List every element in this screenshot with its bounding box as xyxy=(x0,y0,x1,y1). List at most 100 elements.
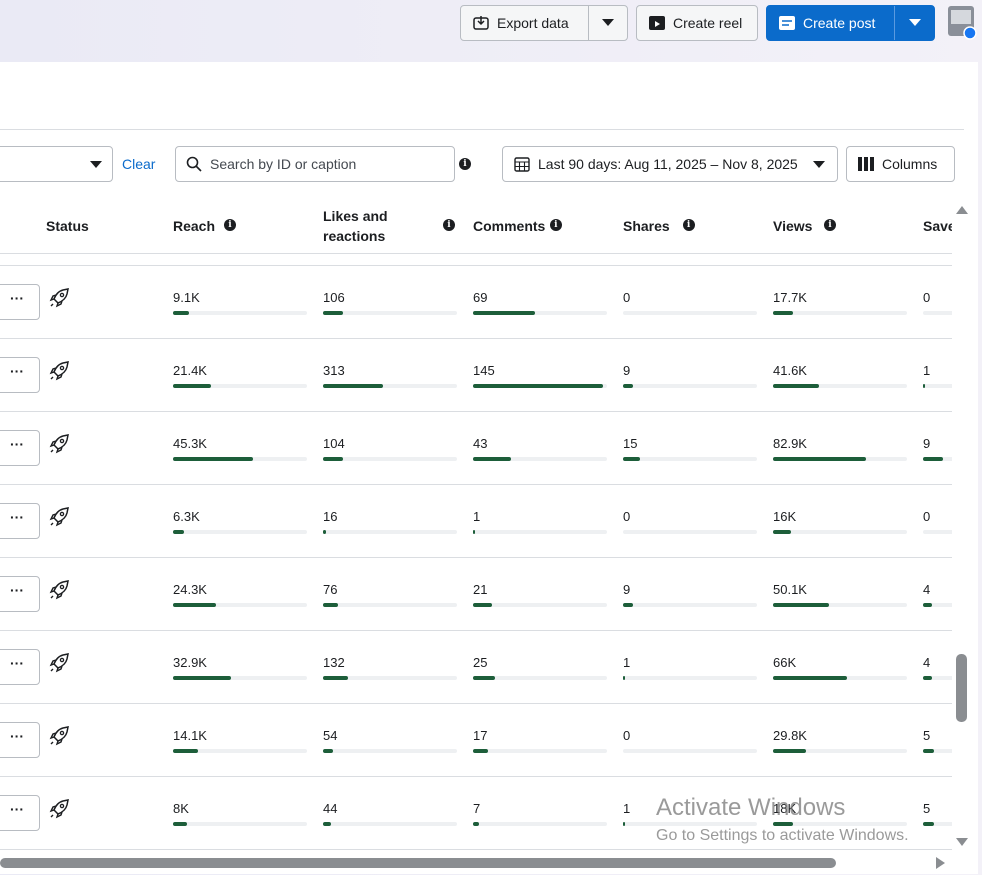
metric-value: 17.7K xyxy=(773,290,807,305)
metric-value: 29.8K xyxy=(773,728,807,743)
metric-value: 45.3K xyxy=(173,436,207,451)
bar-fill xyxy=(623,603,634,607)
bar-fill xyxy=(173,749,198,753)
metric-value: 4 xyxy=(923,582,931,597)
metric-value: 24.3K xyxy=(173,582,207,597)
bar-fill xyxy=(923,822,935,826)
bar-track xyxy=(773,603,907,607)
bar-track xyxy=(623,530,757,534)
more-button[interactable]: ··· xyxy=(0,722,40,758)
export-button[interactable]: Export data xyxy=(460,5,628,41)
column-header: Likes and reactions xyxy=(323,208,388,244)
search-input[interactable]: Search by ID or caption xyxy=(175,146,455,182)
header-divider xyxy=(0,265,952,266)
clear-link[interactable]: Clear xyxy=(122,156,156,172)
metric-value: 21 xyxy=(473,582,488,597)
columns-button[interactable]: Columns xyxy=(846,146,955,182)
boost-icon[interactable] xyxy=(48,506,70,528)
export-caret[interactable] xyxy=(602,19,614,27)
horizontal-scrollbar[interactable] xyxy=(0,856,952,870)
info-icon[interactable]: i xyxy=(224,219,236,231)
bar-track xyxy=(773,457,907,461)
bar-track xyxy=(473,749,607,753)
bar-track xyxy=(173,822,307,826)
boost-icon[interactable] xyxy=(48,579,70,601)
bar-fill xyxy=(323,384,383,388)
row-divider xyxy=(0,630,952,631)
row-divider xyxy=(0,849,952,850)
bar-fill xyxy=(773,749,807,753)
bar-fill xyxy=(473,603,492,607)
post-caret[interactable] xyxy=(909,19,921,27)
info-icon[interactable]: i xyxy=(443,219,455,231)
bar-track xyxy=(173,603,307,607)
metric-value: 0 xyxy=(623,509,631,524)
bar-fill xyxy=(173,384,211,388)
export-icon xyxy=(473,16,489,30)
more-button[interactable]: ··· xyxy=(0,503,40,539)
date-range[interactable]: Last 90 days: Aug 11, 2025 – Nov 8, 2025 xyxy=(502,146,838,182)
search-placeholder: Search by ID or caption xyxy=(210,156,357,172)
row-divider xyxy=(0,338,952,339)
bar-track xyxy=(473,457,607,461)
row-divider xyxy=(0,776,952,777)
bar-track xyxy=(923,384,952,388)
post-icon xyxy=(779,16,795,30)
boost-icon[interactable] xyxy=(48,725,70,747)
bar-track xyxy=(323,530,457,534)
more-button[interactable]: ··· xyxy=(0,357,40,393)
more-button[interactable]: ··· xyxy=(0,430,40,466)
more-button[interactable]: ··· xyxy=(0,576,40,612)
info-icon[interactable]: i xyxy=(824,219,836,231)
bar-track xyxy=(623,749,757,753)
bar-track xyxy=(623,603,757,607)
bar-track xyxy=(473,311,607,315)
row-divider xyxy=(0,703,952,704)
search-info[interactable]: i xyxy=(459,158,471,170)
bar-fill xyxy=(623,822,625,826)
vertical-scrollbar[interactable] xyxy=(954,196,970,852)
bar-fill xyxy=(623,311,625,315)
bar-fill xyxy=(323,676,349,680)
metric-value: 50.1K xyxy=(773,582,807,597)
bar-track xyxy=(323,311,457,315)
bar-track xyxy=(173,749,307,753)
search-icon xyxy=(186,156,202,172)
bar-fill xyxy=(773,384,820,388)
metric-value: 5 xyxy=(923,728,931,743)
bar-fill xyxy=(173,457,253,461)
more-button[interactable]: ··· xyxy=(0,649,40,685)
bar-fill xyxy=(473,676,496,680)
metric-value: 44 xyxy=(323,801,338,816)
metric-value: 16K xyxy=(773,509,797,524)
filter-dropdown[interactable] xyxy=(0,146,113,182)
boost-icon[interactable] xyxy=(48,360,70,382)
create-reel-label: Create reel xyxy=(673,15,743,31)
boost-icon[interactable] xyxy=(48,433,70,455)
create-reel-button[interactable]: Create reel xyxy=(636,5,758,41)
metric-value: 32.9K xyxy=(173,655,207,670)
avatar[interactable] xyxy=(948,6,978,40)
info-icon[interactable]: i xyxy=(549,219,562,231)
boost-icon[interactable] xyxy=(48,652,70,674)
row-divider xyxy=(0,411,952,412)
header-divider xyxy=(0,253,952,254)
column-header: Save xyxy=(923,218,952,234)
metric-value: 145 xyxy=(473,363,495,378)
boost-icon[interactable] xyxy=(48,287,70,309)
boost-icon[interactable] xyxy=(48,798,70,820)
date-range-label: Last 90 days: Aug 11, 2025 – Nov 8, 2025 xyxy=(538,156,798,172)
metric-value: 106 xyxy=(323,290,345,305)
bar-track xyxy=(923,749,952,753)
status-header: Status xyxy=(46,218,89,234)
bar-track xyxy=(623,384,757,388)
metric-value: 313 xyxy=(323,363,345,378)
bar-fill xyxy=(623,457,641,461)
create-post-button[interactable]: Create post xyxy=(766,5,935,41)
more-button[interactable]: ··· xyxy=(0,795,40,831)
more-button[interactable]: ··· xyxy=(0,284,40,320)
bar-track xyxy=(173,676,307,680)
metric-value: 25 xyxy=(473,655,488,670)
metric-value: 0 xyxy=(923,509,931,524)
info-icon[interactable]: i xyxy=(682,219,695,231)
